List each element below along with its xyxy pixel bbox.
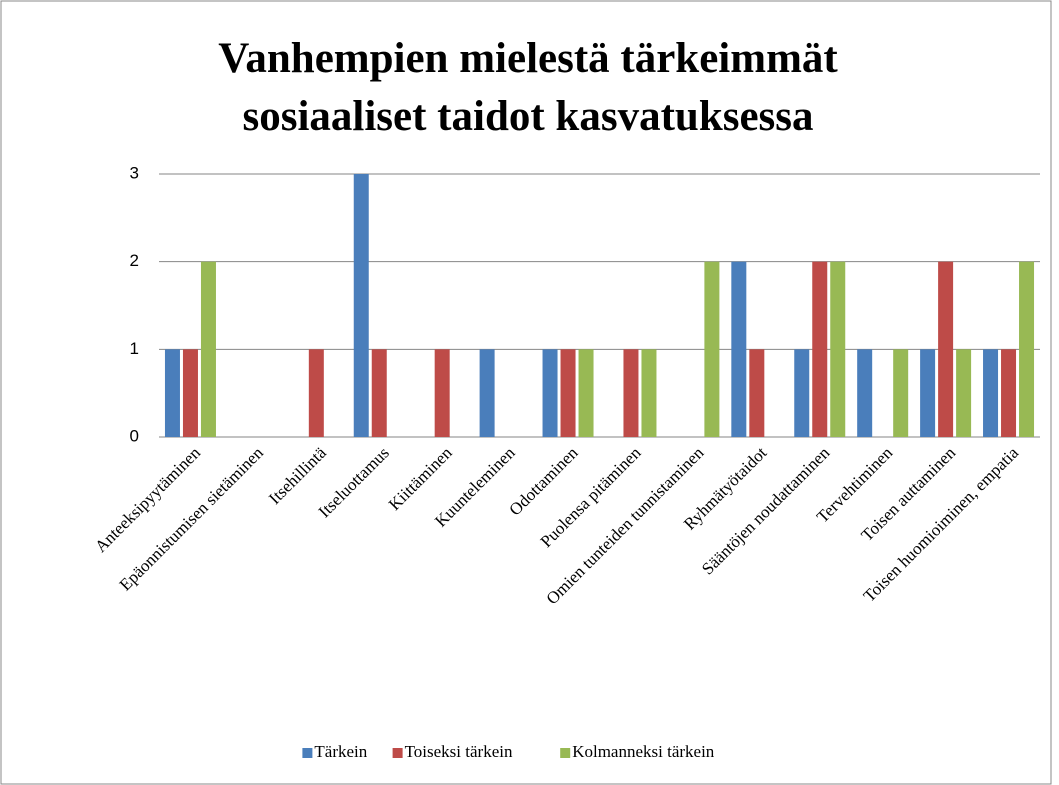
y-tick-label: 1 xyxy=(130,339,139,358)
bar xyxy=(479,349,495,437)
bar xyxy=(830,261,846,437)
bar xyxy=(371,349,387,437)
chart-title: sosiaaliset taidot kasvatuksessa xyxy=(242,93,813,140)
bar xyxy=(623,349,639,437)
bar xyxy=(749,349,765,437)
bar xyxy=(641,349,657,437)
legend-label: Kolmanneksi tärkein xyxy=(572,742,715,761)
bar xyxy=(353,174,369,437)
bar xyxy=(812,261,828,437)
y-tick-label: 3 xyxy=(130,163,139,182)
y-tick-label: 2 xyxy=(130,251,139,270)
y-tick-label: 0 xyxy=(130,426,139,445)
bar xyxy=(1001,349,1017,437)
bar xyxy=(920,349,936,437)
legend-swatch xyxy=(392,748,403,758)
bar xyxy=(578,349,594,437)
legend-label: Tärkein xyxy=(314,742,367,761)
bar xyxy=(308,349,324,437)
legend-label: Toiseksi tärkein xyxy=(405,742,513,761)
bar xyxy=(938,261,954,437)
bar xyxy=(1019,261,1035,437)
bar xyxy=(956,349,972,437)
bar xyxy=(182,349,198,437)
bar xyxy=(857,349,873,437)
bar xyxy=(560,349,576,437)
bar xyxy=(794,349,810,437)
bar xyxy=(164,349,180,437)
bar xyxy=(704,261,720,437)
bar xyxy=(542,349,558,437)
legend-swatch xyxy=(560,748,571,758)
bar xyxy=(731,261,747,437)
chart-title: Vanhempien mielestä tärkeimmät xyxy=(218,35,838,82)
bar xyxy=(893,349,909,437)
bar xyxy=(983,349,999,437)
bar xyxy=(200,261,216,437)
legend-swatch xyxy=(302,748,313,758)
bar xyxy=(434,349,450,437)
